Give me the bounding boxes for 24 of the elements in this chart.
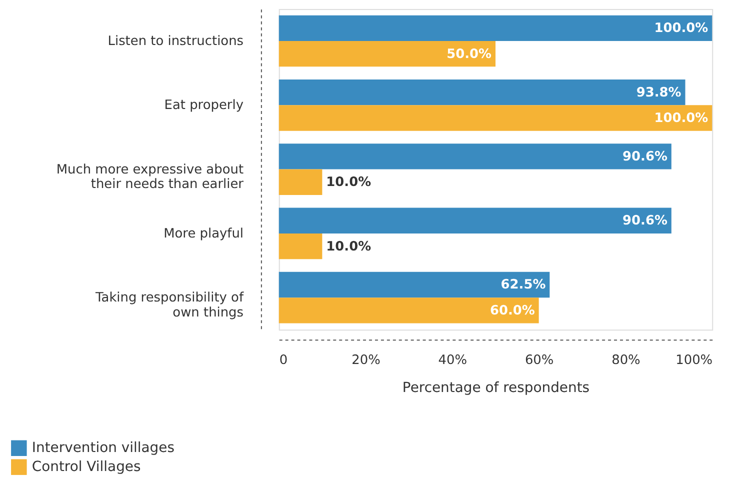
y-tick-label: More playful	[164, 226, 244, 242]
data-label: 100.0%	[654, 110, 708, 126]
x-tick-label: 0	[279, 353, 288, 368]
data-label: 50.0%	[446, 46, 492, 62]
data-label: 10.0%	[326, 239, 372, 254]
legend-label: Intervention villages	[32, 440, 174, 456]
y-tick-label: Much more expressive about their needs than earlier	[56, 162, 244, 192]
data-label: 62.5%	[500, 278, 546, 293]
data-label: 93.8%	[636, 85, 682, 100]
x-tick-label: 20%	[352, 353, 380, 368]
x-tick-label: 80%	[612, 353, 640, 368]
data-label: 100.0%	[654, 21, 708, 36]
data-label: 60.0%	[490, 303, 535, 318]
data-label: 90.6%	[622, 149, 668, 164]
x-tick-label: 60%	[524, 353, 554, 368]
data-label: 10.0%	[326, 175, 372, 190]
legend-label: Control Villages	[32, 459, 141, 476]
data-label: 90.6%	[622, 214, 668, 229]
y-tick-label: Eat properly	[164, 98, 244, 114]
y-tick-label: Listen to instructions	[108, 34, 244, 49]
x-tick-label: 40%	[438, 353, 468, 368]
y-tick-label: Taking responsibility of own things	[94, 290, 244, 321]
x-axis-title: Percentage of respondents	[402, 380, 590, 396]
x-tick-label: 100%	[676, 353, 713, 368]
